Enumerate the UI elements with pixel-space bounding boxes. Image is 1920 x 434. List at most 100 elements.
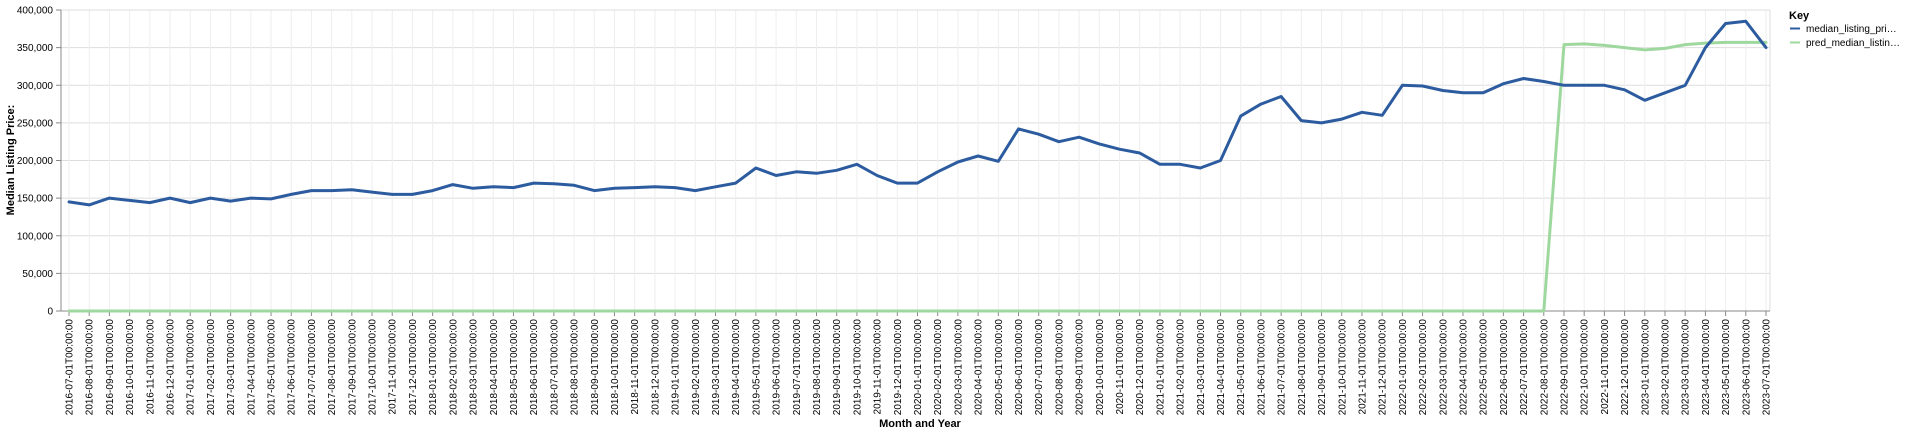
x-tick-label: 2020-06-01T00:00:00 [1014,319,1025,416]
x-tick-label: 2022-08-01T00:00:00 [1539,319,1550,416]
x-tick-label: 2017-01-01T00:00:00 [186,319,197,416]
x-tick-label: 2023-07-01T00:00:00 [1762,319,1773,416]
legend-title: Key [1789,10,1810,22]
x-tick-label: 2021-05-01T00:00:00 [1236,319,1247,416]
x-tick-label: 2018-11-01T00:00:00 [630,319,641,415]
x-tick-label: 2018-01-01T00:00:00 [428,319,439,416]
x-tick-label: 2018-05-01T00:00:00 [509,319,520,416]
x-tick-label: 2022-02-01T00:00:00 [1418,319,1429,416]
x-tick-label: 2016-12-01T00:00:00 [166,319,177,416]
y-tick-label: 100,000 [17,231,54,242]
series-lines [67,19,1768,313]
x-tick-label: 2017-06-01T00:00:00 [287,319,298,416]
x-tick-label: 2018-08-01T00:00:00 [570,319,581,416]
x-tick-label: 2021-04-01T00:00:00 [1216,319,1227,416]
gridlines [61,9,1771,312]
x-tick-label: 2020-03-01T00:00:00 [953,319,964,416]
x-tick-label: 2016-08-01T00:00:00 [85,319,96,416]
x-tick-label: 2022-03-01T00:00:00 [1438,319,1449,416]
x-tick-label: 2023-06-01T00:00:00 [1741,319,1752,416]
y-tick-label: 0 [47,307,53,318]
x-tick-label: 2017-07-01T00:00:00 [307,319,318,416]
x-tick-label: 2020-05-01T00:00:00 [994,319,1005,416]
x-tick-label: 2017-05-01T00:00:00 [267,319,278,416]
x-tick-label: 2021-06-01T00:00:00 [1256,319,1267,416]
x-tick-label: 2016-11-01T00:00:00 [145,319,156,415]
x-tick-label: 2021-09-01T00:00:00 [1317,319,1328,416]
x-tick-label: 2016-10-01T00:00:00 [125,319,136,416]
x-tick-label: 2019-09-01T00:00:00 [832,319,843,416]
x-tick-label: 2018-04-01T00:00:00 [489,319,500,416]
x-tick-label: 2018-09-01T00:00:00 [590,319,601,416]
x-tick-label: 2020-01-01T00:00:00 [913,319,924,416]
x-tick-label: 2021-08-01T00:00:00 [1297,319,1308,416]
legend: Key median_listing_pri… pred_median_listi… [1789,10,1900,49]
x-tick-label: 2021-03-01T00:00:00 [1196,319,1207,416]
x-tick-label: 2019-07-01T00:00:00 [792,319,803,416]
series-line-pred-median-listing [67,40,1768,313]
x-tick-label: 2022-09-01T00:00:00 [1559,319,1570,416]
x-tick-label: 2022-11-01T00:00:00 [1600,319,1611,415]
x-tick-label: 2022-01-01T00:00:00 [1398,319,1409,416]
x-tick-label: 2022-07-01T00:00:00 [1519,319,1530,416]
series-line-median-listing-price [67,19,1768,207]
x-tick-label: 2017-02-01T00:00:00 [206,319,217,416]
x-tick-label: 2017-12-01T00:00:00 [408,319,419,416]
x-tick-label: 2020-11-01T00:00:00 [1115,319,1126,415]
x-tick-label: 2019-05-01T00:00:00 [751,319,762,416]
y-tick-label: 200,000 [17,156,54,167]
x-tick-label: 2018-10-01T00:00:00 [610,319,621,416]
x-tick-label: 2016-09-01T00:00:00 [105,319,116,416]
x-tick-label: 2022-04-01T00:00:00 [1458,319,1469,416]
y-tick-label: 300,000 [17,81,54,92]
x-tick-label: 2020-08-01T00:00:00 [1054,319,1065,416]
x-tick-label: 2023-05-01T00:00:00 [1721,319,1732,416]
x-tick-label: 2017-08-01T00:00:00 [327,319,338,416]
x-tick-label: 2017-03-01T00:00:00 [226,319,237,416]
x-tick-label: 2018-06-01T00:00:00 [529,319,540,416]
y-tick-label: 150,000 [17,194,54,205]
x-tick-label: 2020-07-01T00:00:00 [1034,319,1045,416]
x-tick-label: 2019-02-01T00:00:00 [691,319,702,416]
x-tick-label: 2022-05-01T00:00:00 [1479,319,1490,416]
x-tick-label: 2022-06-01T00:00:00 [1499,319,1510,416]
y-tick-label: 400,000 [17,6,54,17]
x-tick-label: 2023-04-01T00:00:00 [1701,319,1712,416]
x-tick-label: 2018-12-01T00:00:00 [650,319,661,416]
x-axis-title: Month and Year [879,418,961,430]
x-tick-label: 2017-09-01T00:00:00 [347,319,358,416]
x-tick-label: 2019-10-01T00:00:00 [852,319,863,416]
y-tick-label: 50,000 [22,269,53,280]
x-tick-label: 2018-07-01T00:00:00 [549,319,560,416]
x-tick-label: 2019-04-01T00:00:00 [731,319,742,416]
x-tick-label: 2017-10-01T00:00:00 [368,319,379,416]
x-tick-label: 2023-02-01T00:00:00 [1660,319,1671,416]
x-tick-label: 2019-12-01T00:00:00 [893,319,904,416]
x-tick-label: 2021-07-01T00:00:00 [1277,319,1288,416]
x-tick-label: 2021-10-01T00:00:00 [1337,319,1348,416]
x-tick-label: 2019-11-01T00:00:00 [873,319,884,415]
legend-label: pred_median_listin… [1806,38,1900,49]
x-tick-label: 2022-10-01T00:00:00 [1580,319,1591,416]
y-tick-label: 250,000 [17,118,54,129]
x-tick-label: 2019-06-01T00:00:00 [772,319,783,416]
x-tick-label: 2017-04-01T00:00:00 [246,319,257,416]
x-tick-label: 2019-01-01T00:00:00 [671,319,682,416]
x-axis: 2016-07-01T00:00:00 2016-08-01T00:00:00 20… [61,310,1773,416]
x-tick-label: 2021-11-01T00:00:00 [1357,319,1368,415]
x-tick-label: 2018-02-01T00:00:00 [448,319,459,416]
x-tick-label: 2020-10-01T00:00:00 [1095,319,1106,416]
x-tick-label: 2020-02-01T00:00:00 [933,319,944,416]
x-tick-label: 2022-12-01T00:00:00 [1620,319,1631,416]
x-tick-label: 2019-03-01T00:00:00 [711,319,722,416]
x-tick-label: 2021-12-01T00:00:00 [1378,319,1389,416]
x-tick-label: 2018-03-01T00:00:00 [469,319,480,416]
y-axis-title: Median Listing Price: [5,105,17,216]
x-tick-label: 2020-04-01T00:00:00 [974,319,985,416]
y-tick-label: 350,000 [17,43,54,54]
x-tick-label: 2021-02-01T00:00:00 [1176,319,1187,416]
legend-label: median_listing_pri… [1806,24,1897,35]
x-tick-label: 2019-08-01T00:00:00 [812,319,823,416]
x-tick-label: 2021-01-01T00:00:00 [1155,319,1166,416]
